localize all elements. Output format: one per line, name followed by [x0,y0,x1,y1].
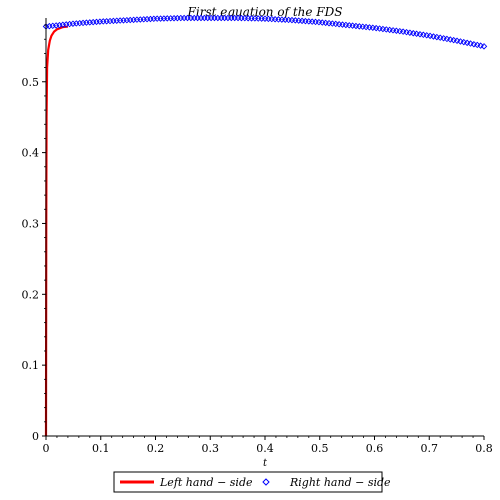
series-point-right-hand-side [170,14,178,22]
series-point-right-hand-side [180,14,188,22]
legend-box [113,471,383,493]
x-tick-label: 0.6 [366,442,384,455]
y-tick-label: 0.5 [22,76,40,89]
x-tick-label: 0.7 [421,442,439,455]
chart-title: First equation of the FDS [187,5,343,19]
series-point-right-hand-side [174,14,181,22]
legend-label-left-hand-side: Left hand − side [159,476,253,489]
x-tick-label: 0.5 [311,442,329,455]
legend: Left hand − side Right hand − side [113,471,391,493]
series-point-right-hand-side [480,43,488,50]
legend-swatch-right-hand-side [262,478,270,486]
legend-label-right-hand-side: Right hand − side [289,476,391,489]
axes: 0 0.1 0.2 0.3 0.4 0.5 0.6 0.7 0.8 0 0.1 0.2 0.3 0.4 0.… [22,18,493,455]
y-tick-label: 0.4 [22,147,40,160]
series-point-right-hand-side [153,15,161,22]
x-axis-label: t [263,458,268,469]
series-point-right-hand-side [177,14,185,22]
y-tick-label: 0.2 [22,288,40,301]
x-tick-label: 0.3 [202,442,220,455]
x-tick-label: 0 [43,442,50,455]
series-point-right-hand-side [167,15,174,22]
series-line-left-hand-side [44,25,69,437]
x-tick-label: 0.1 [92,442,110,455]
x-tick-label: 0.4 [256,442,274,455]
series-point-right-hand-side [160,15,168,22]
series-point-right-hand-side [157,15,164,22]
x-tick-label: 0.8 [475,442,493,455]
y-tick-label: 0.1 [22,359,40,372]
series-point-right-hand-side [164,15,171,22]
x-tick-label: 0.2 [147,442,165,455]
y-tick-label: 0.3 [22,217,40,230]
y-tick-label: 0 [32,430,39,443]
